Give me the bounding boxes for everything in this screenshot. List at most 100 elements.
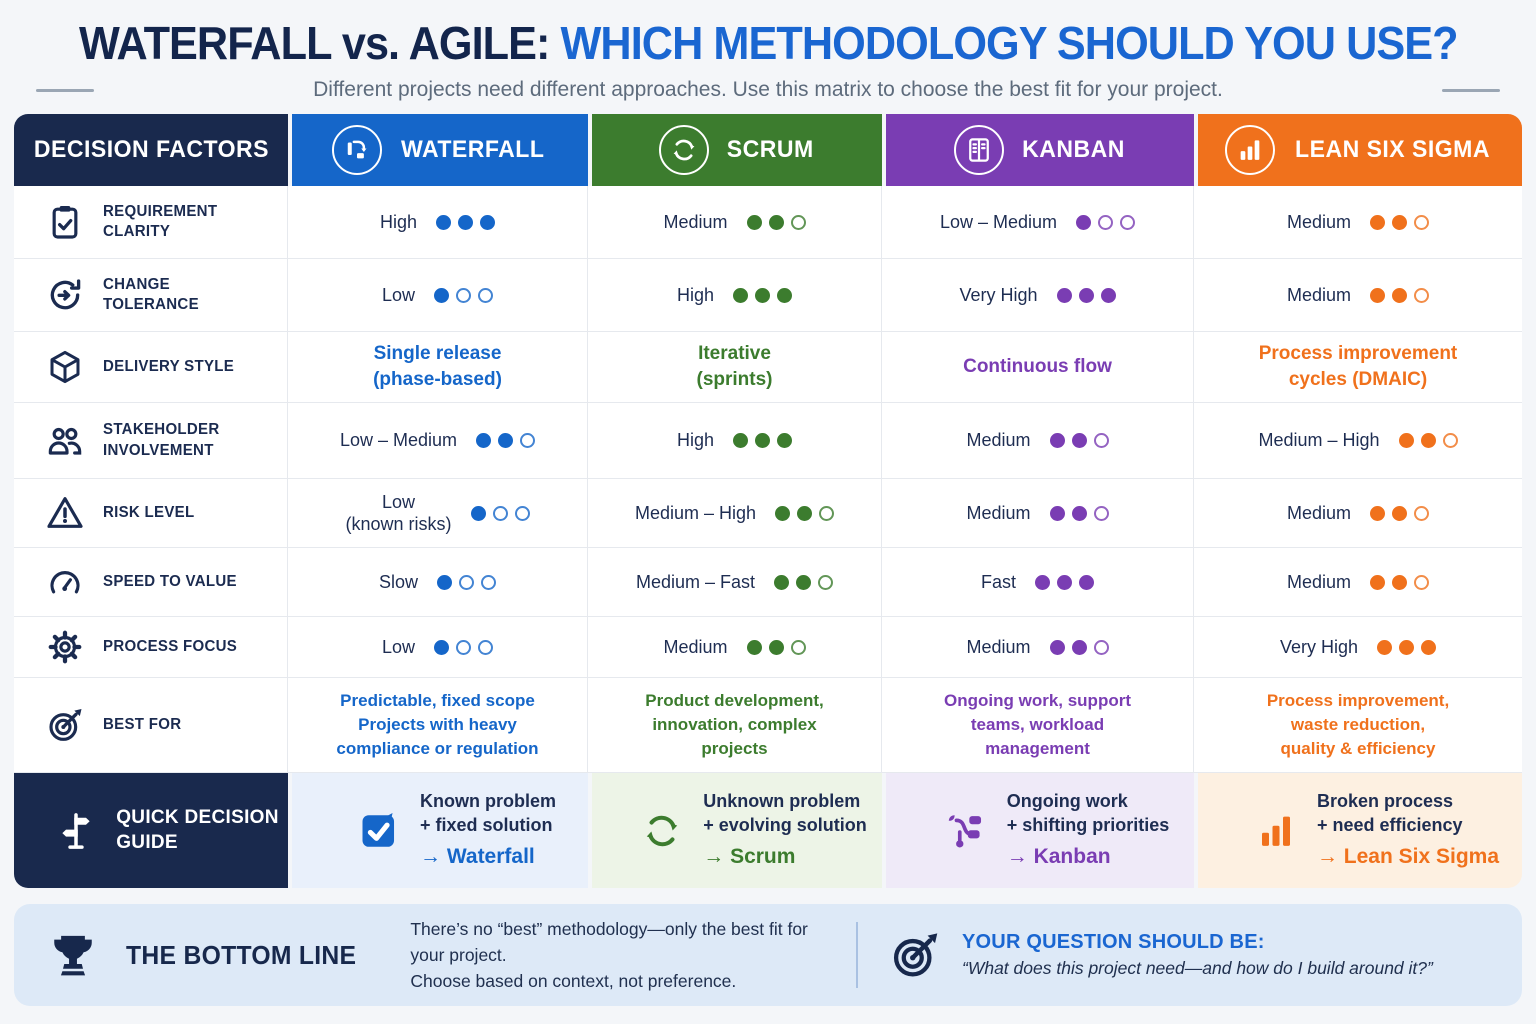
dot-filled bbox=[1071, 505, 1087, 521]
scrum-label: SCRUM bbox=[726, 136, 814, 163]
dot-filled bbox=[777, 433, 793, 448]
rating-cell: High bbox=[288, 186, 588, 259]
dot-filled bbox=[480, 214, 496, 230]
dot-filled bbox=[796, 574, 812, 590]
dot-empty bbox=[481, 574, 496, 590]
dot-filled bbox=[1421, 639, 1437, 655]
dot-filled bbox=[1370, 574, 1386, 590]
rating-dots bbox=[1370, 287, 1430, 303]
dot-empty bbox=[790, 214, 806, 230]
rating-level: Medium bbox=[1286, 211, 1352, 232]
dot-filled bbox=[1076, 214, 1092, 230]
dot-filled bbox=[1370, 505, 1386, 521]
package-icon bbox=[44, 346, 86, 388]
note-cell: Product development, innovation, complex p… bbox=[588, 678, 882, 773]
dot-empty bbox=[478, 639, 494, 655]
dot-filled bbox=[1057, 574, 1072, 590]
dot-filled bbox=[437, 574, 452, 590]
quick-decision-guide-header: QUICK DECISION GUIDE bbox=[14, 773, 288, 888]
factor-label: RISK LEVEL bbox=[103, 503, 195, 521]
dot-filled bbox=[1399, 639, 1415, 655]
rating-cell: Low bbox=[288, 617, 588, 678]
factor-label: STAKEHOLDER INVOLVEMENT bbox=[103, 421, 220, 459]
rating-dots bbox=[1049, 433, 1109, 448]
rating-dots bbox=[1076, 214, 1136, 230]
rating-dots bbox=[1049, 505, 1109, 521]
rating-cell: Medium bbox=[588, 186, 882, 259]
rating-level: Very High bbox=[1279, 636, 1359, 657]
quick-guide-lean-six-sigma: Broken process + need efficiency → Lean Si… bbox=[1194, 773, 1522, 888]
people-icon bbox=[44, 420, 86, 462]
your-question-label: YOUR QUESTION SHOULD BE: bbox=[962, 931, 1265, 953]
factor-label: PROCESS FOCUS bbox=[103, 637, 238, 655]
rating-level: Fast bbox=[980, 571, 1016, 592]
rating-level: Medium bbox=[1286, 502, 1352, 523]
rating-cell: Low – Medium bbox=[882, 186, 1194, 259]
your-question-quote: “What does this project need—and how do … bbox=[962, 958, 1433, 978]
factor-label: BEST FOR bbox=[103, 715, 182, 733]
rating-level: Slow bbox=[378, 571, 418, 592]
subtitle-row: Different projects need different approa… bbox=[0, 70, 1536, 114]
rating-cell: Medium bbox=[1194, 259, 1522, 332]
factor-change-tolerance: CHANGE TOLERANCE bbox=[14, 259, 288, 332]
dot-filled bbox=[775, 505, 791, 521]
dot-filled bbox=[746, 214, 762, 230]
clipboard-check-icon bbox=[44, 201, 86, 243]
rating-dots bbox=[436, 214, 496, 230]
quick-guide-waterfall: Known problem + fixed solution → Waterfall bbox=[288, 773, 588, 888]
right-rule bbox=[1442, 88, 1500, 92]
dot-filled bbox=[1392, 505, 1408, 521]
your-question-block: YOUR QUESTION SHOULD BE: “What does this… bbox=[888, 928, 1488, 982]
dot-empty bbox=[1120, 214, 1136, 230]
note-cell: Iterative (sprints) bbox=[588, 332, 882, 403]
dot-empty bbox=[478, 287, 494, 303]
rating-cell: Fast bbox=[882, 548, 1194, 617]
kanban-label: KANBAN bbox=[1021, 136, 1125, 163]
rating-dots bbox=[746, 214, 806, 230]
rating-dots bbox=[1370, 214, 1430, 230]
dot-filled bbox=[768, 214, 784, 230]
rating-level: Medium bbox=[663, 636, 728, 657]
factor-speed-to-value: SPEED TO VALUE bbox=[14, 548, 288, 617]
factor-risk-level: RISK LEVEL bbox=[14, 479, 288, 548]
gauge-icon bbox=[44, 561, 86, 603]
dot-filled bbox=[1078, 287, 1094, 303]
rating-cell: Medium bbox=[1194, 548, 1522, 617]
factor-label: DELIVERY STYLE bbox=[103, 357, 235, 375]
dot-empty bbox=[1098, 214, 1114, 230]
title-block: WATERFALL vs. AGILE: WHICH METHODOLOGY S… bbox=[0, 0, 1536, 70]
note-cell: Process improvement, waste reduction, qual… bbox=[1194, 678, 1522, 773]
column-header-decision-factors: DECISION FACTORS bbox=[14, 114, 288, 186]
target-dart-icon bbox=[888, 928, 942, 982]
dot-filled bbox=[746, 639, 762, 655]
rating-dots bbox=[434, 639, 494, 655]
rating-level: Medium bbox=[663, 211, 728, 232]
rating-cell: Medium – High bbox=[1194, 403, 1522, 479]
rating-dots bbox=[470, 505, 530, 521]
dot-filled bbox=[458, 214, 474, 230]
rating-level: High bbox=[676, 430, 715, 451]
dot-filled bbox=[1035, 574, 1050, 590]
rating-dots bbox=[733, 433, 793, 448]
waterfall-icon bbox=[332, 125, 383, 175]
bar-chart-icon bbox=[1225, 125, 1276, 175]
rating-dots bbox=[1035, 574, 1094, 590]
dot-filled bbox=[1370, 214, 1386, 230]
comparison-matrix: DECISION FACTORS WATERFALL SCRUM KANBAN … bbox=[14, 114, 1522, 888]
quick-guide-text: Known problem + fixed solution → Waterfall bbox=[420, 791, 556, 868]
bar-chart-icon bbox=[1253, 808, 1299, 854]
rating-level: Medium bbox=[966, 636, 1031, 657]
rating-dots bbox=[437, 574, 496, 590]
scrum-cycle-icon bbox=[658, 125, 709, 175]
subtitle: Different projects need different approa… bbox=[313, 78, 1223, 101]
rating-dots bbox=[1049, 639, 1109, 655]
dot-filled bbox=[498, 433, 514, 448]
rating-level: Medium – High bbox=[634, 502, 757, 523]
factor-label: CHANGE TOLERANCE bbox=[103, 275, 199, 313]
dot-filled bbox=[755, 433, 771, 448]
dot-filled bbox=[476, 433, 492, 448]
quick-guide-text: Broken process + need efficiency → Lean Si… bbox=[1316, 791, 1500, 868]
rating-cell: Medium – Fast bbox=[588, 548, 882, 617]
quick-guide-text: Ongoing work + shifting priorities → Kanba… bbox=[1006, 791, 1170, 868]
dot-filled bbox=[733, 433, 749, 448]
